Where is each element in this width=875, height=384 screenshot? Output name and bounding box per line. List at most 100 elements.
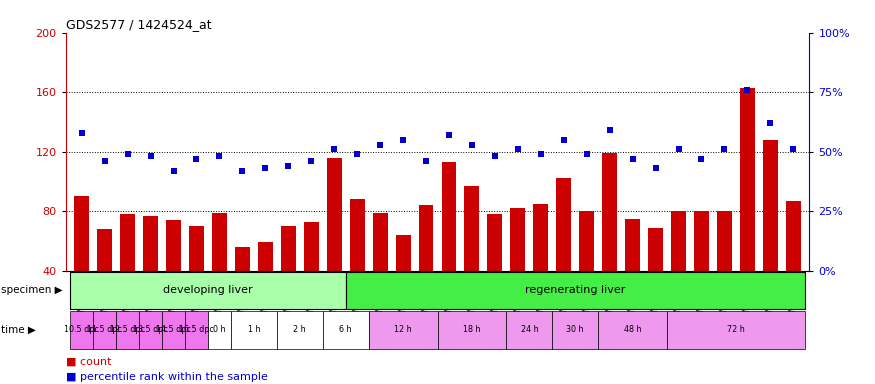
Text: 12.5 dpc: 12.5 dpc	[110, 325, 145, 334]
Text: developing liver: developing liver	[163, 285, 253, 296]
Bar	[139, 311, 162, 349]
Point	[648, 165, 662, 171]
Point	[327, 146, 341, 152]
Bar	[717, 211, 732, 271]
Bar	[350, 199, 365, 271]
Bar	[556, 179, 571, 271]
Bar	[208, 311, 231, 349]
Bar	[281, 226, 296, 271]
Bar	[648, 228, 663, 271]
Text: 1 h: 1 h	[248, 325, 260, 334]
Bar	[162, 311, 185, 349]
Bar	[763, 140, 778, 271]
Text: 10.5 dpc: 10.5 dpc	[64, 325, 99, 334]
Text: 48 h: 48 h	[624, 325, 641, 334]
Bar	[70, 272, 346, 309]
Bar	[368, 311, 438, 349]
Bar	[185, 311, 208, 349]
Text: ■ count: ■ count	[66, 357, 111, 367]
Point	[511, 146, 525, 152]
Point	[465, 141, 479, 147]
Bar	[465, 186, 480, 271]
Bar	[70, 311, 93, 349]
Bar	[740, 88, 755, 271]
Point	[718, 146, 732, 152]
Text: 72 h: 72 h	[727, 325, 745, 334]
Point	[556, 137, 570, 143]
Text: 11.5 dpc: 11.5 dpc	[88, 325, 122, 334]
Text: time ▶: time ▶	[1, 325, 36, 335]
Bar	[120, 214, 135, 271]
Bar	[786, 201, 801, 271]
Bar	[93, 311, 116, 349]
Text: 2 h: 2 h	[293, 325, 306, 334]
Point	[740, 87, 754, 93]
Point	[304, 158, 318, 164]
Point	[626, 156, 640, 162]
Point	[258, 165, 272, 171]
Bar	[396, 235, 410, 271]
Bar	[487, 214, 502, 271]
Text: 30 h: 30 h	[566, 325, 584, 334]
Point	[534, 151, 548, 157]
Bar	[667, 311, 805, 349]
Point	[695, 156, 709, 162]
Point	[603, 127, 617, 133]
Point	[166, 168, 180, 174]
Bar	[694, 211, 709, 271]
Bar	[166, 220, 181, 271]
Bar	[510, 208, 525, 271]
Point	[350, 151, 364, 157]
Bar	[598, 311, 667, 349]
Bar	[323, 311, 368, 349]
Point	[671, 146, 685, 152]
Bar	[534, 204, 549, 271]
Point	[213, 153, 227, 159]
Text: specimen ▶: specimen ▶	[1, 285, 62, 296]
Text: 0 h: 0 h	[214, 325, 226, 334]
Bar	[625, 218, 640, 271]
Bar	[346, 272, 805, 309]
Point	[121, 151, 135, 157]
Point	[580, 151, 594, 157]
Point	[144, 153, 158, 159]
Bar	[97, 229, 112, 271]
Bar	[326, 157, 341, 271]
Point	[787, 146, 801, 152]
Point	[74, 129, 88, 136]
Point	[763, 120, 777, 126]
Point	[419, 158, 433, 164]
Bar	[74, 196, 89, 271]
Text: ■ percentile rank within the sample: ■ percentile rank within the sample	[66, 372, 268, 382]
Point	[281, 163, 295, 169]
Bar	[144, 216, 158, 271]
Bar	[212, 213, 227, 271]
Bar	[418, 205, 433, 271]
Text: 18 h: 18 h	[463, 325, 480, 334]
Point	[442, 132, 456, 138]
Text: 14.5 dpc: 14.5 dpc	[156, 325, 191, 334]
Bar	[373, 213, 388, 271]
Bar	[438, 311, 507, 349]
Text: 16.5 dpc: 16.5 dpc	[179, 325, 214, 334]
Text: 13.5 dpc: 13.5 dpc	[133, 325, 168, 334]
Text: 24 h: 24 h	[521, 325, 538, 334]
Bar	[231, 311, 276, 349]
Bar	[116, 311, 139, 349]
Text: 6 h: 6 h	[340, 325, 352, 334]
Text: GDS2577 / 1424524_at: GDS2577 / 1424524_at	[66, 18, 211, 31]
Bar	[579, 211, 594, 271]
Bar	[442, 162, 457, 271]
Point	[235, 168, 249, 174]
Bar	[671, 211, 686, 271]
Bar	[258, 242, 273, 271]
Bar	[507, 311, 552, 349]
Text: regenerating liver: regenerating liver	[525, 285, 626, 296]
Bar	[602, 153, 617, 271]
Bar	[552, 311, 598, 349]
Point	[373, 141, 387, 147]
Bar	[189, 226, 204, 271]
Point	[190, 156, 204, 162]
Bar	[234, 247, 250, 271]
Point	[396, 137, 410, 143]
